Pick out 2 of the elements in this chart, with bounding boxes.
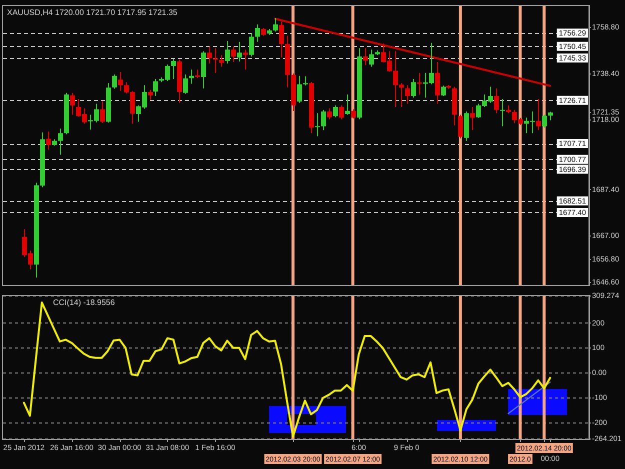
chart-title: XAUUSD,H4 1720.00 1721.70 1717.95 1721.35 bbox=[7, 8, 178, 18]
chart-title: CCI(14) -18.9556 bbox=[53, 298, 116, 308]
